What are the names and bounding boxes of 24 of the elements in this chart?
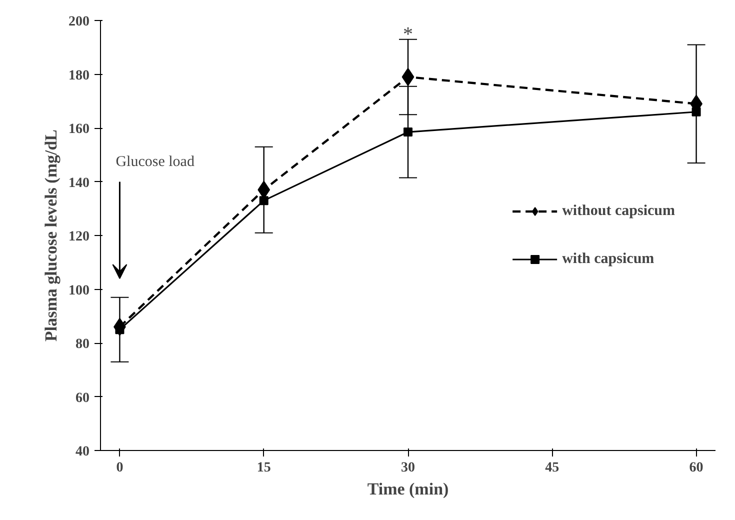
y-tick-label: 200 — [68, 14, 90, 30]
point — [404, 128, 412, 137]
y-tick-label: 40 — [76, 444, 90, 460]
y-tick-label: 60 — [76, 390, 90, 406]
annotation: Glucose load — [116, 154, 195, 170]
y-tick-label: 160 — [68, 122, 90, 137]
legend-label: without capsicum — [562, 202, 675, 220]
point — [692, 107, 701, 116]
x-axis-title: Time (min) — [367, 480, 449, 498]
y-tick-label: 120 — [68, 230, 90, 244]
x-tick-label: 45 — [545, 460, 560, 476]
y-tick-label: 140 — [68, 176, 90, 191]
y-tick-label: 80 — [76, 337, 90, 352]
x-tick-label: 60 — [689, 460, 704, 476]
y-tick-label: 180 — [68, 68, 90, 84]
x-tick-label: 30 — [401, 460, 415, 476]
x-tick-label: 15 — [256, 460, 271, 476]
point — [402, 68, 414, 86]
annotation: * — [403, 23, 413, 46]
point — [259, 196, 268, 206]
y-tick-label: 100 — [68, 283, 90, 298]
y-axis-title: Plasma glucose levels (mg/dL — [42, 129, 60, 342]
legend-label: with capsicum — [562, 250, 654, 268]
x-tick-label: 0 — [116, 460, 124, 476]
